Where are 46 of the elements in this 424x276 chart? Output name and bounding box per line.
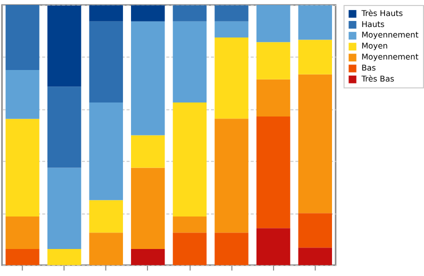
bar xyxy=(89,102,123,200)
bar xyxy=(131,135,165,168)
bar xyxy=(256,116,290,228)
bar xyxy=(131,21,165,136)
bar xyxy=(172,102,207,216)
bar xyxy=(47,248,82,266)
bar xyxy=(256,79,290,117)
bar xyxy=(89,21,123,103)
legend-label: Très Hauts xyxy=(360,8,403,18)
legend-label: Hauts xyxy=(361,20,385,29)
bar xyxy=(256,228,290,266)
bar xyxy=(6,216,40,249)
bar xyxy=(131,168,165,249)
bar xyxy=(256,42,290,80)
bar xyxy=(256,4,290,42)
bar xyxy=(172,216,207,233)
bar xyxy=(298,74,332,214)
bar xyxy=(6,4,40,70)
bar xyxy=(214,37,248,119)
legend-label: Très Bas xyxy=(360,74,394,84)
bar xyxy=(131,248,165,266)
bar xyxy=(47,168,82,249)
legend-label: Moyennement xyxy=(361,30,418,40)
bar xyxy=(172,5,207,22)
bar xyxy=(89,5,123,22)
bar xyxy=(214,232,248,266)
bar xyxy=(6,248,40,266)
legend-label: Bas xyxy=(361,63,376,72)
bar xyxy=(214,118,248,233)
bar xyxy=(6,70,40,119)
bar xyxy=(172,21,207,103)
bar xyxy=(47,86,82,168)
bar xyxy=(47,5,82,87)
bar xyxy=(6,118,40,216)
bar xyxy=(89,232,123,266)
bar xyxy=(214,21,248,38)
bar xyxy=(214,5,248,22)
bar xyxy=(298,40,332,74)
legend-label: Moyen xyxy=(361,42,388,51)
bar xyxy=(298,5,332,40)
bar xyxy=(172,232,207,266)
bar xyxy=(131,5,165,22)
legend-label: Moyennement xyxy=(361,52,418,62)
bar xyxy=(89,200,123,233)
bar xyxy=(298,248,332,266)
bar xyxy=(298,213,332,248)
